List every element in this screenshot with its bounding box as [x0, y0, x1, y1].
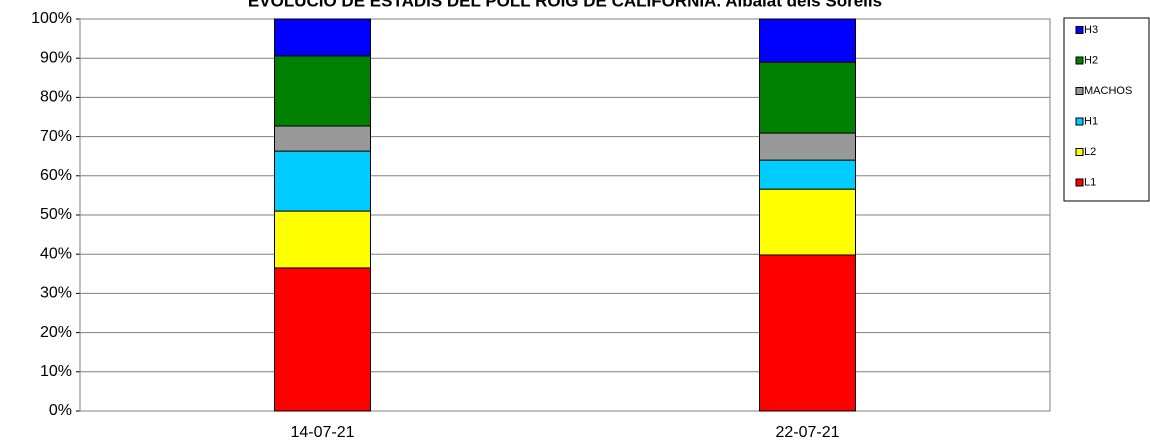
bar-segment	[759, 18, 856, 63]
legend-label: L2	[1084, 146, 1096, 158]
y-tick-label: 30%	[40, 285, 72, 302]
bar-segment	[274, 125, 371, 152]
y-tick-label: 90%	[40, 49, 72, 66]
bar-segment	[759, 132, 856, 161]
y-tick-label: 20%	[40, 324, 72, 341]
bar-segment	[274, 267, 371, 412]
bar-segment	[274, 55, 371, 127]
legend-label: H1	[1084, 115, 1098, 127]
bar-segment	[759, 61, 856, 134]
y-tick-label: 40%	[40, 245, 72, 262]
y-tick-label: 60%	[40, 167, 72, 184]
legend-swatch	[1075, 56, 1084, 65]
y-tick-label: 80%	[40, 89, 72, 106]
x-tick-label: 22-07-21	[775, 424, 839, 441]
legend-swatch	[1075, 87, 1084, 95]
legend-swatch	[1075, 148, 1084, 156]
bar-segment	[274, 18, 371, 57]
legend-swatch	[1075, 117, 1084, 126]
y-tick-label: 10%	[40, 363, 72, 380]
legend-label: H3	[1084, 24, 1098, 36]
bar-segment	[274, 150, 371, 212]
legend-label: MACHOS	[1084, 85, 1132, 97]
y-tick-label: 100%	[31, 10, 72, 27]
bar-segment	[759, 188, 856, 256]
legend-swatch	[1075, 178, 1084, 187]
plot-border	[79, 18, 1051, 412]
legend: L1 L2 H1 MACHOS H2 H3	[1063, 17, 1150, 202]
bar-segment	[274, 210, 371, 269]
y-tick-label: 0%	[49, 402, 72, 419]
bar-segment	[759, 159, 856, 190]
bar-segment	[759, 254, 856, 412]
y-tick-label: 70%	[40, 128, 72, 145]
legend-label: L1	[1084, 176, 1096, 188]
legend-label: H2	[1084, 54, 1098, 66]
y-tick-label: 50%	[40, 206, 72, 223]
chart-title: EVOLUCIÓ DE ESTADIS DEL POLL ROIG DE CAL…	[248, 0, 882, 10]
legend-box	[1063, 17, 1150, 202]
legend-swatch	[1075, 26, 1084, 34]
x-tick-label: 14-07-21	[290, 424, 354, 441]
